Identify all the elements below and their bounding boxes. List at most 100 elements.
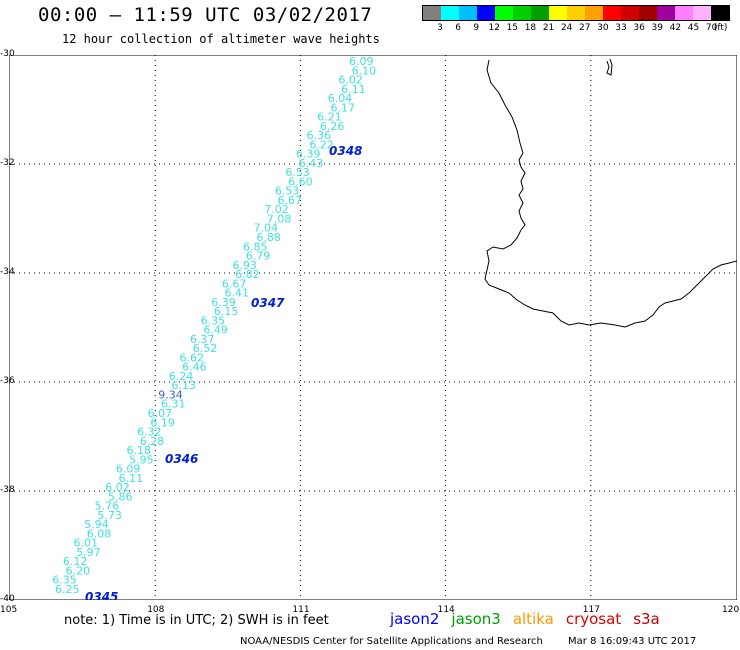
wave-height-label: 6.41 [225,287,250,300]
wave-height-label: 5.86 [108,490,133,503]
footer-timestamp: Mar 8 16:09:43 UTC 2017 [568,636,697,647]
wave-height-label: 6.88 [256,231,281,244]
wave-height-label: 5.95 [129,453,154,466]
legend-swatch [423,6,441,20]
wave-height-label: 6.39 [296,148,321,161]
legend-swatch [477,6,495,20]
footer-credit: NOAA/NESDIS Center for Satellite Applica… [240,636,543,647]
wave-height-label: 6.04 [328,92,353,105]
island-rottnest [606,58,613,76]
legend-label: 36 [633,23,645,33]
wave-height-label: 6.62 [179,351,204,364]
map-plot: 6.096.106.026.116.046.176.216.266.366.22… [9,55,737,600]
wave-height-label: 6.21 [317,111,342,124]
wave-height-label: 7.02 [264,203,289,216]
wave-height-label: 6.02 [338,74,363,87]
wave-height-label: 6.49 [203,324,228,337]
legend-swatch [531,6,549,20]
wave-height-label: 6.79 [246,250,271,263]
legend-swatch [513,6,531,20]
wave-height-label: 6.09 [116,463,141,476]
altimeter-track: 6.096.106.026.116.046.176.216.266.366.22… [52,55,376,600]
legend-swatch [675,6,693,20]
wave-height-label: 6.19 [150,416,175,429]
wave-height-label: 6.20 [66,564,91,577]
page-title: 00:00 – 11:59 UTC 03/02/2017 [38,4,373,26]
wave-height-label: 6.24 [169,370,194,383]
legend-swatch [441,6,459,20]
color-legend: 3 6 9 12 15 18 21 24 27 30 33 36 39 42 45 70 (ft) [422,5,737,41]
legend-swatch [621,6,639,20]
wave-height-label: 6.60 [288,175,313,188]
time-label: 0345 [85,590,118,600]
wave-height-label: 6.37 [190,333,215,346]
satellite-cryosat: cryosat [565,610,622,628]
legend-label: 45 [687,23,700,33]
wave-height-label: 6.35 [52,574,77,587]
wave-height-label: 6.10 [352,64,377,77]
wave-height-label: 6.12 [63,555,88,568]
legend-swatch [459,6,477,20]
wave-height-label: 6.53 [285,166,310,179]
legend-label: 18 [524,23,537,33]
wave-height-label: 6.18 [126,444,151,457]
lat-label: -40 [0,594,15,604]
wave-height-label: 6.67 [222,277,247,290]
wave-height-label: 6.22 [309,138,334,151]
lat-label: -38 [0,485,15,495]
wave-height-label: 6.46 [182,361,207,374]
wave-height-label: 6.31 [161,398,186,411]
wave-height-label: 6.26 [320,120,345,133]
legend-swatch [603,6,621,20]
lon-label: 111 [292,605,310,615]
wave-height-label: 6.15 [214,305,239,318]
wave-height-label: 6.13 [172,379,197,392]
lon-label: 114 [437,605,455,615]
legend-label: 15 [506,23,519,33]
lon-label: 120 [722,605,740,615]
legend-label: 30 [597,23,609,33]
wave-height-label: 5.94 [84,518,109,531]
satellite-legend: jason2 jason3 altika cryosat s3a [390,610,672,628]
wave-height-label: 6.17 [331,101,356,114]
satellite-jason3: jason3 [451,610,501,628]
legend-label: 70 [705,23,718,33]
legend-label: 39 [651,23,663,33]
wave-height-label: 6.43 [299,157,324,170]
wave-height-label: 6.01 [73,537,98,550]
wave-height-label: 6.08 [87,527,112,540]
wave-height-label: 6.85 [243,240,268,253]
satellite-altika: altika [512,610,554,628]
wave-height-label: 7.04 [254,222,279,235]
legend-swatch [567,6,585,20]
legend-labels: 3 6 9 12 15 18 21 24 27 30 33 36 39 42 45 70 (ft) [422,21,737,37]
satellite-jason2: jason2 [390,610,440,628]
legend-label: 21 [542,23,555,33]
wave-height-label: 6.32 [137,426,162,439]
lon-label: 105 [0,605,18,615]
legend-swatch [657,6,675,20]
wave-height-label: 6.09 [349,55,374,68]
legend-label: 24 [560,23,573,33]
wave-height-label: 6.07 [148,407,173,420]
footer: NOAA/NESDIS Center for Satellite Applica… [240,636,696,647]
wave-height-label: 6.11 [119,472,144,485]
legend-swatch [693,6,711,20]
legend-label: 33 [615,23,627,33]
lat-label: -36 [0,376,15,386]
legend-swatch [585,6,603,20]
wave-height-label: 6.02 [105,481,130,494]
satellite-s3a: s3a [633,610,660,628]
legend-label: 9 [473,23,480,33]
wave-height-label: 5.97 [76,546,101,559]
wave-height-label: 6.53 [275,185,300,198]
lon-label: 108 [147,605,165,615]
wave-height-label: 7.08 [267,212,292,225]
lat-label: -32 [0,158,15,168]
legend-swatches [422,5,730,21]
legend-unit: (ft) [713,23,728,33]
wave-height-label: 6.67 [278,194,303,207]
wave-height-label: 6.11 [341,83,366,96]
grid-lines [9,55,737,600]
legend-label: 42 [669,23,682,33]
